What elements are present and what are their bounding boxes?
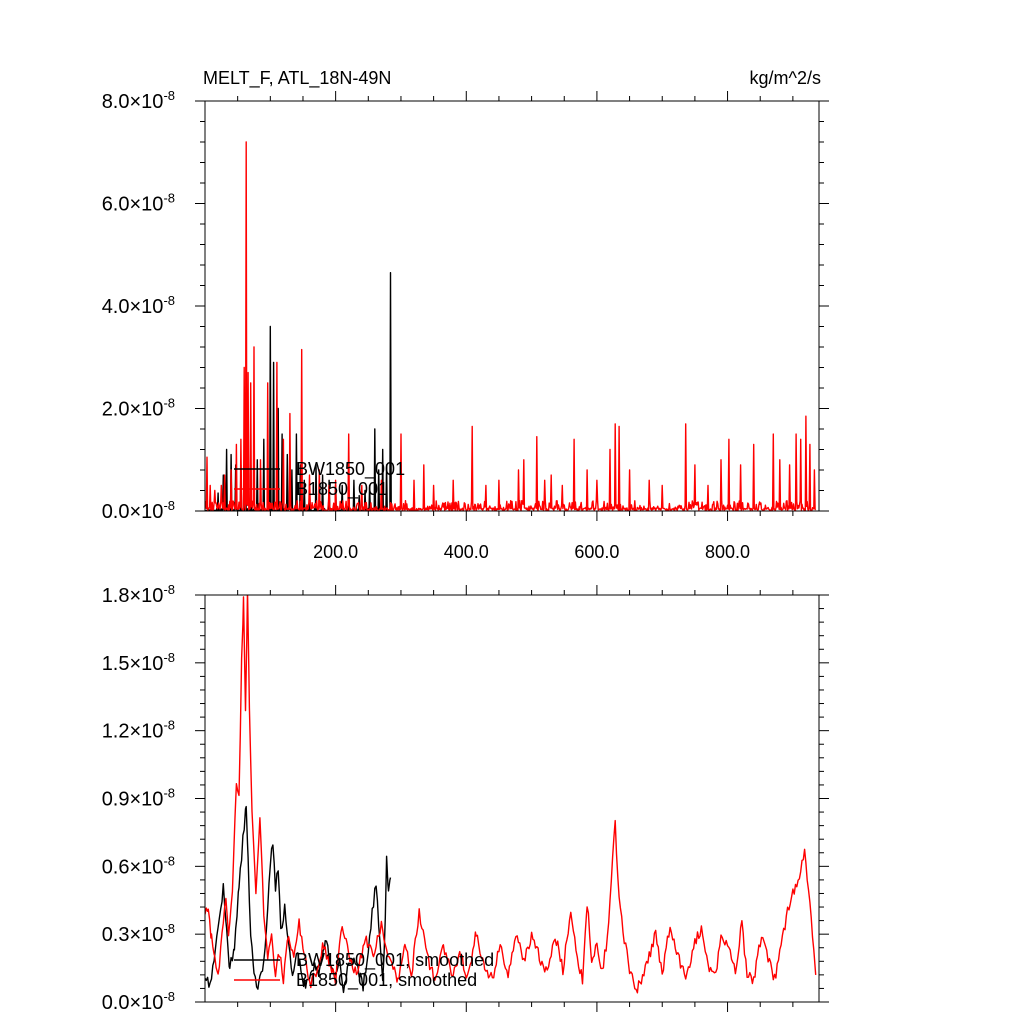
y-tick-times: ×10	[130, 296, 164, 318]
y-tick-mantissa: 0.3	[102, 924, 130, 946]
y-tick-exponent: -8	[163, 989, 175, 1004]
y-tick-exponent: -8	[163, 650, 175, 665]
bottom-panel: 0.0×10-80.3×10-80.6×10-80.9×10-81.2×10-8…	[102, 582, 829, 1014]
legend-label: BW1850_001	[296, 459, 405, 480]
y-tick-times: ×10	[130, 992, 164, 1014]
y-tick-times: ×10	[130, 924, 164, 946]
y-tick-mantissa: 0.9	[102, 789, 130, 811]
legend-label: B1850_001	[296, 479, 388, 500]
y-tick-label: 0.6×10-8	[102, 853, 175, 878]
y-tick-times: ×10	[130, 585, 164, 607]
y-tick-mantissa: 1.8	[102, 585, 130, 607]
x-tick-label: 600.0	[574, 542, 619, 562]
y-tick-label: 0.3×10-8	[102, 921, 175, 946]
y-tick-label: 6.0×10-8	[102, 191, 175, 216]
legend-label: B1850_001, smoothed	[296, 970, 477, 991]
y-tick-times: ×10	[130, 399, 164, 421]
series-group	[205, 595, 817, 994]
y-tick-mantissa: 6.0	[102, 194, 130, 216]
series-line-b1850	[205, 141, 817, 511]
y-tick-label: 8.0×10-8	[102, 88, 175, 113]
y-tick-mantissa: 0.0	[102, 992, 130, 1014]
x-tick-label: 400.0	[444, 542, 489, 562]
y-tick-exponent: -8	[163, 786, 175, 801]
y-tick-mantissa: 1.2	[102, 721, 130, 743]
series-line-bw1850	[205, 805, 392, 994]
y-tick-exponent: -8	[163, 498, 175, 513]
y-tick-label: 0.0×10-8	[102, 498, 175, 523]
y-tick-label: 2.0×10-8	[102, 396, 175, 421]
y-tick-exponent: -8	[163, 718, 175, 733]
title-right: kg/m^2/s	[750, 68, 821, 88]
y-tick-mantissa: 1.5	[102, 653, 130, 675]
y-tick-label: 0.9×10-8	[102, 786, 175, 811]
y-tick-exponent: -8	[163, 396, 175, 411]
y-tick-mantissa: 0.0	[102, 501, 130, 523]
y-tick-times: ×10	[130, 501, 164, 523]
series-line-b1850	[205, 595, 817, 994]
y-tick-mantissa: 0.6	[102, 856, 130, 878]
y-tick-exponent: -8	[163, 191, 175, 206]
y-tick-label: 4.0×10-8	[102, 293, 175, 318]
y-tick-times: ×10	[130, 789, 164, 811]
y-tick-exponent: -8	[163, 293, 175, 308]
y-tick-times: ×10	[130, 91, 164, 113]
y-tick-exponent: -8	[163, 853, 175, 868]
y-tick-label: 0.0×10-8	[102, 989, 175, 1014]
y-tick-label: 1.2×10-8	[102, 718, 175, 743]
y-tick-times: ×10	[130, 856, 164, 878]
y-tick-times: ×10	[130, 721, 164, 743]
y-tick-times: ×10	[130, 194, 164, 216]
y-tick-exponent: -8	[163, 921, 175, 936]
y-tick-exponent: -8	[163, 582, 175, 597]
top-panel: 200.0 400.0 600.0 800.00.0×10-82.0×10-84.0×…	[102, 68, 829, 562]
y-tick-exponent: -8	[163, 88, 175, 103]
x-tick-label: 200.0	[313, 542, 358, 562]
x-tick-label: 800.0	[705, 542, 750, 562]
y-tick-mantissa: 4.0	[102, 296, 130, 318]
y-tick-mantissa: 2.0	[102, 399, 130, 421]
y-tick-mantissa: 8.0	[102, 91, 130, 113]
title-left: MELT_F, ATL_18N-49N	[203, 68, 391, 89]
y-tick-label: 1.8×10-8	[102, 582, 175, 607]
y-tick-label: 1.5×10-8	[102, 650, 175, 675]
legend-label: BW1850_001, smoothed	[296, 950, 494, 971]
y-tick-times: ×10	[130, 653, 164, 675]
series-group	[205, 141, 817, 511]
